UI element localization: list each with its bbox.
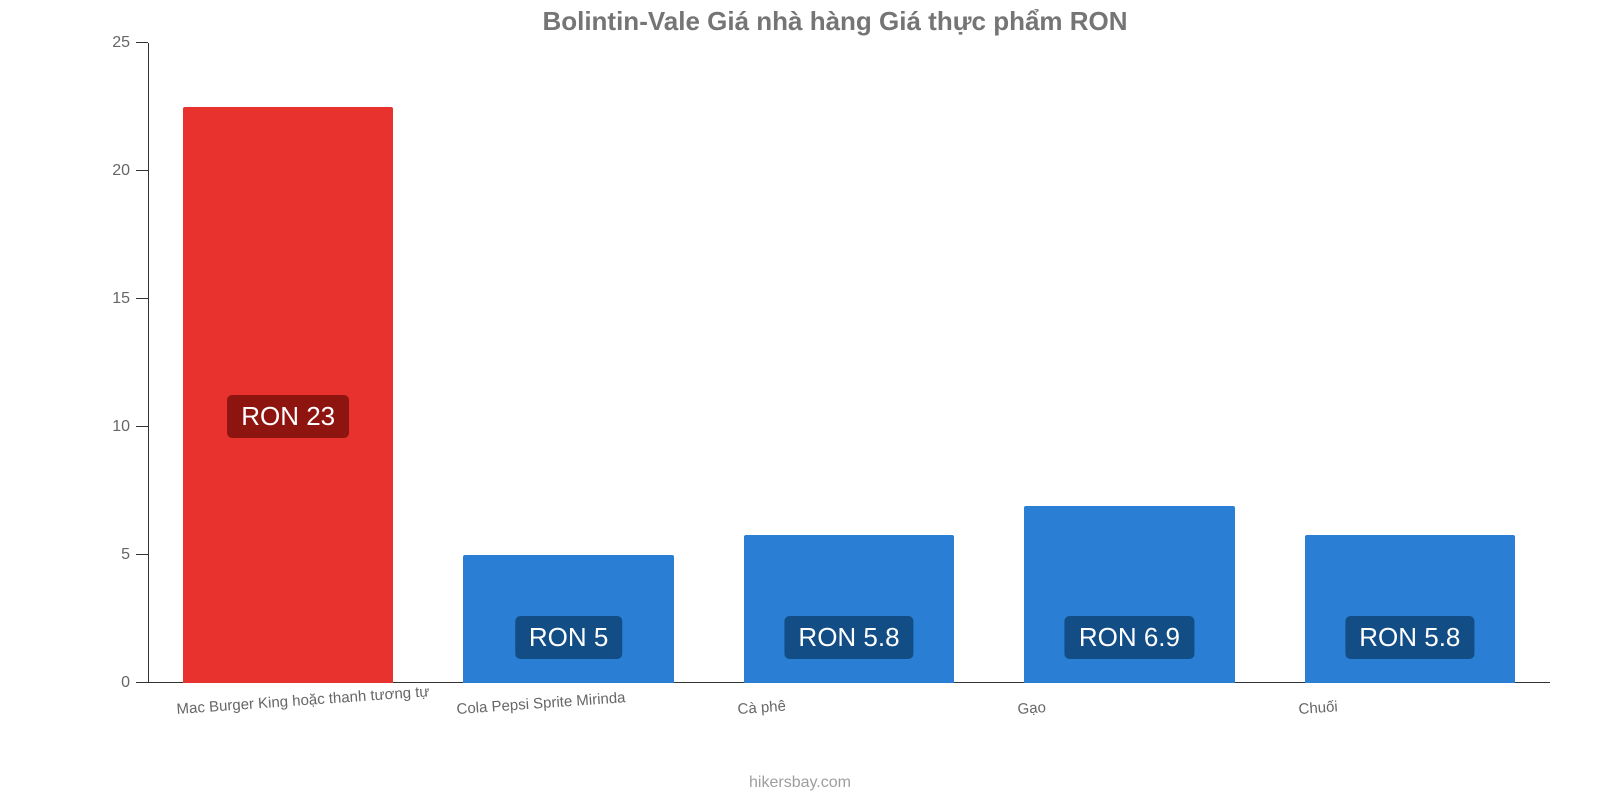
bar: RON 5.8: [1305, 535, 1515, 683]
attribution-text: hikersbay.com: [0, 774, 1600, 792]
y-tick-label: 10: [112, 418, 130, 436]
chart-container: Bolintin-Vale Giá nhà hàng Giá thực phẩm…: [0, 0, 1600, 800]
y-tick-mark: [136, 170, 148, 171]
y-tick-label: 0: [121, 674, 130, 692]
x-axis-label: Cà phê: [737, 698, 786, 718]
y-tick-label: 15: [112, 290, 130, 308]
y-tick-label: 20: [112, 162, 130, 180]
bar-slot: RON 23: [148, 43, 428, 683]
plot-area: 0510152025 RON 23RON 5RON 5.8RON 6.9RON …: [100, 43, 1570, 683]
bar: RON 6.9: [1024, 506, 1234, 683]
bar-value-label: RON 6.9: [1065, 616, 1194, 659]
y-tick-mark: [136, 426, 148, 427]
y-tick-mark: [136, 554, 148, 555]
y-tick-label: 25: [112, 34, 130, 52]
x-axis-label: Mac Burger King hoặc thanh tương tự: [176, 683, 430, 718]
x-axis-label: Cola Pepsi Sprite Mirinda: [456, 689, 626, 718]
bar-value-label: RON 5.8: [784, 616, 913, 659]
x-axis-label: Gạo: [1017, 699, 1046, 718]
bars-group: RON 23 RON 5 RON 5.8 RON 6.9 RON 5.8: [148, 43, 1550, 683]
bar-slot: RON 5.8: [709, 43, 989, 683]
bar-value-label: RON 5: [515, 616, 622, 659]
y-tick-mark: [136, 682, 148, 683]
bar-value-label: RON 23: [227, 395, 349, 438]
bar: RON 5.8: [744, 535, 954, 683]
bar: RON 5: [463, 555, 673, 683]
y-tick-mark: [136, 298, 148, 299]
bar-value-label: RON 5.8: [1345, 616, 1474, 659]
y-tick-label: 5: [121, 546, 130, 564]
bar-slot: RON 6.9: [989, 43, 1269, 683]
bar-slot: RON 5.8: [1270, 43, 1550, 683]
x-axis-label: Chuối: [1298, 698, 1338, 718]
bar: RON 23: [183, 107, 393, 683]
y-tick-mark: [136, 42, 148, 43]
y-axis: 0510152025: [88, 43, 148, 683]
bar-slot: RON 5: [428, 43, 708, 683]
chart-title: Bolintin-Vale Giá nhà hàng Giá thực phẩm…: [100, 6, 1570, 37]
